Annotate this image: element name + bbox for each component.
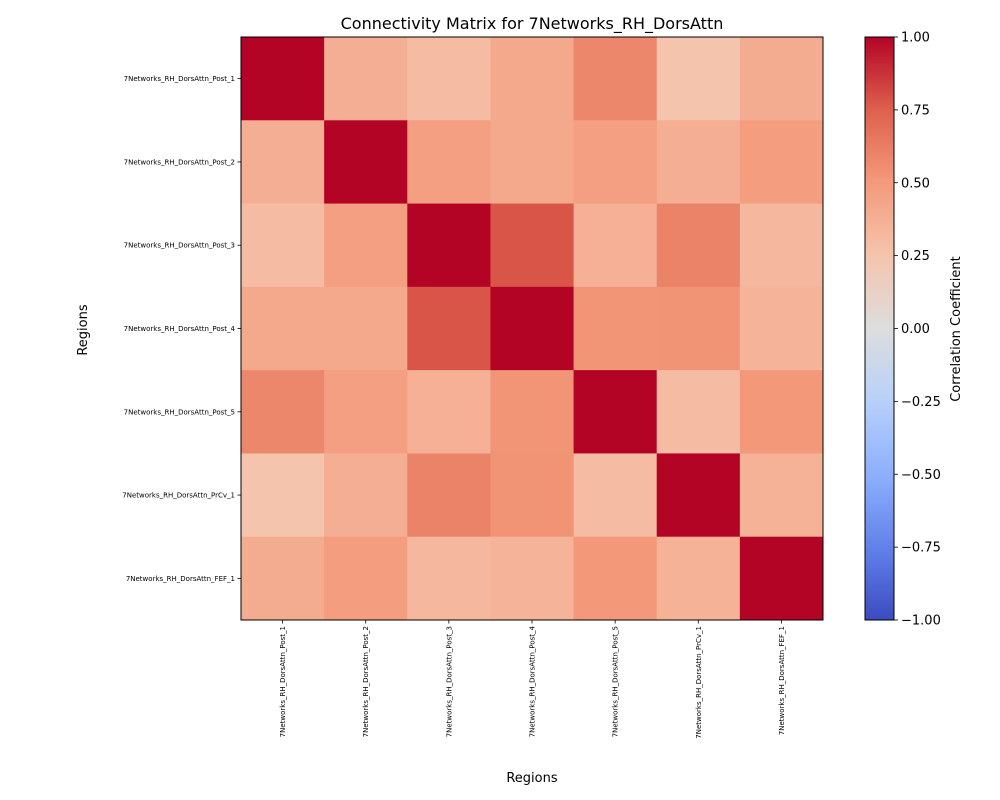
heatmap-cell xyxy=(241,453,325,538)
heatmap-cell xyxy=(407,286,491,371)
colorbar-tick-label: −0.50 xyxy=(901,468,941,483)
heatmap-cell xyxy=(241,536,325,621)
colorbar-tick-label: −1.00 xyxy=(901,614,941,629)
colorbar-tick-label: 1.00 xyxy=(901,31,930,46)
heatmap-cell xyxy=(573,203,658,288)
heatmap-cell xyxy=(573,453,658,538)
x-tick-label: 7Networks_RH_DorsAttn_Post_1 xyxy=(279,626,287,737)
heatmap-cell xyxy=(490,370,575,454)
heatmap-cell xyxy=(490,120,575,205)
heatmap-cell xyxy=(241,286,325,371)
heatmap-cell xyxy=(573,37,658,121)
colorbar-tick-label: −0.75 xyxy=(901,541,941,556)
heatmap-cell xyxy=(407,120,491,205)
heatmap-cell xyxy=(573,286,658,371)
heatmap-cell xyxy=(739,203,824,288)
colorbar-tick-label: −0.25 xyxy=(901,395,941,410)
heatmap-cell xyxy=(656,37,741,121)
heatmap-cell xyxy=(656,286,741,371)
heatmap-cell xyxy=(407,37,491,121)
colorbar-label: Correlation Coefficient xyxy=(949,256,964,402)
heatmap-cell xyxy=(739,120,824,205)
heatmap-cell xyxy=(656,536,741,621)
x-tick-label: 7Networks_RH_DorsAttn_Post_5 xyxy=(612,626,620,737)
colorbar-ticks: 1.00 0.75 0.50 0.25 0.00 −0.25 −0.50 −0.75 −1.00 xyxy=(894,31,941,629)
y-tick-label: 7Networks_RH_DorsAttn_PrCv_1 xyxy=(122,492,235,500)
heatmap-cell xyxy=(656,120,741,205)
heatmap-cell xyxy=(739,453,824,538)
heatmap-cells xyxy=(241,37,824,621)
heatmap-cell xyxy=(241,203,325,288)
x-tick-label: 7Networks_RH_DorsAttn_Post_2 xyxy=(362,626,370,737)
y-tick-label: 7Networks_RH_DorsAttn_Post_3 xyxy=(124,242,235,250)
heatmap-cell xyxy=(241,120,325,205)
y-tick-label: 7Networks_RH_DorsAttn_Post_1 xyxy=(124,75,235,83)
colorbar-tick-label: 0.25 xyxy=(901,249,930,264)
heatmap-cell xyxy=(324,453,408,538)
y-tick-label: 7Networks_RH_DorsAttn_FEF_1 xyxy=(126,575,235,583)
heatmap-cell xyxy=(324,37,408,121)
heatmap-cell xyxy=(241,370,325,454)
x-tick-label: 7Networks_RH_DorsAttn_FEF_1 xyxy=(778,626,786,735)
heatmap-cell xyxy=(739,536,824,621)
heatmap-cell xyxy=(656,370,741,454)
heatmap-cell xyxy=(324,536,408,621)
heatmap-cell xyxy=(241,37,325,121)
y-axis-label: Regions xyxy=(76,304,91,356)
heatmap-cell xyxy=(656,203,741,288)
heatmap-cell xyxy=(739,286,824,371)
y-tick-label: 7Networks_RH_DorsAttn_Post_4 xyxy=(124,325,236,333)
x-tick-label: 7Networks_RH_DorsAttn_PrCv_1 xyxy=(695,626,703,739)
x-axis-ticks: 7Networks_RH_DorsAttn_Post_1 7Networks_RH… xyxy=(279,620,786,739)
heatmap-cell xyxy=(490,536,575,621)
heatmap-cell xyxy=(324,203,408,288)
colorbar-tick-label: 0.00 xyxy=(901,322,930,337)
colorbar-tick-label: 0.75 xyxy=(901,103,930,118)
heatmap-cell xyxy=(407,536,491,621)
heatmap-cell xyxy=(324,370,408,454)
heatmap-cell xyxy=(490,453,575,538)
x-axis-label: Regions xyxy=(506,771,558,786)
heatmap-cell xyxy=(490,203,575,288)
y-tick-label: 7Networks_RH_DorsAttn_Post_5 xyxy=(124,408,235,416)
heatmap-cell xyxy=(573,536,658,621)
heatmap-cell xyxy=(324,120,408,205)
heatmap-cell xyxy=(739,370,824,454)
heatmap-cell xyxy=(407,203,491,288)
heatmap-cell xyxy=(490,37,575,121)
heatmap-cell xyxy=(739,37,824,121)
x-tick-label: 7Networks_RH_DorsAttn_Post_3 xyxy=(445,626,453,737)
heatmap-cell xyxy=(573,120,658,205)
y-tick-label: 7Networks_RH_DorsAttn_Post_2 xyxy=(124,158,235,166)
heatmap-cell xyxy=(407,453,491,538)
heatmap-cell xyxy=(573,370,658,454)
heatmap-cell xyxy=(490,286,575,371)
heatmap-cell xyxy=(324,286,408,371)
colorbar-tick-label: 0.50 xyxy=(901,176,930,191)
colorbar xyxy=(864,36,895,621)
chart-title: Connectivity Matrix for 7Networks_RH_Dor… xyxy=(341,14,724,34)
y-axis-ticks: 7Networks_RH_DorsAttn_Post_1 7Networks_RH… xyxy=(122,75,241,583)
heatmap-cell xyxy=(656,453,741,538)
heatmap-cell xyxy=(407,370,491,454)
x-tick-label: 7Networks_RH_DorsAttn_Post_4 xyxy=(529,625,537,737)
